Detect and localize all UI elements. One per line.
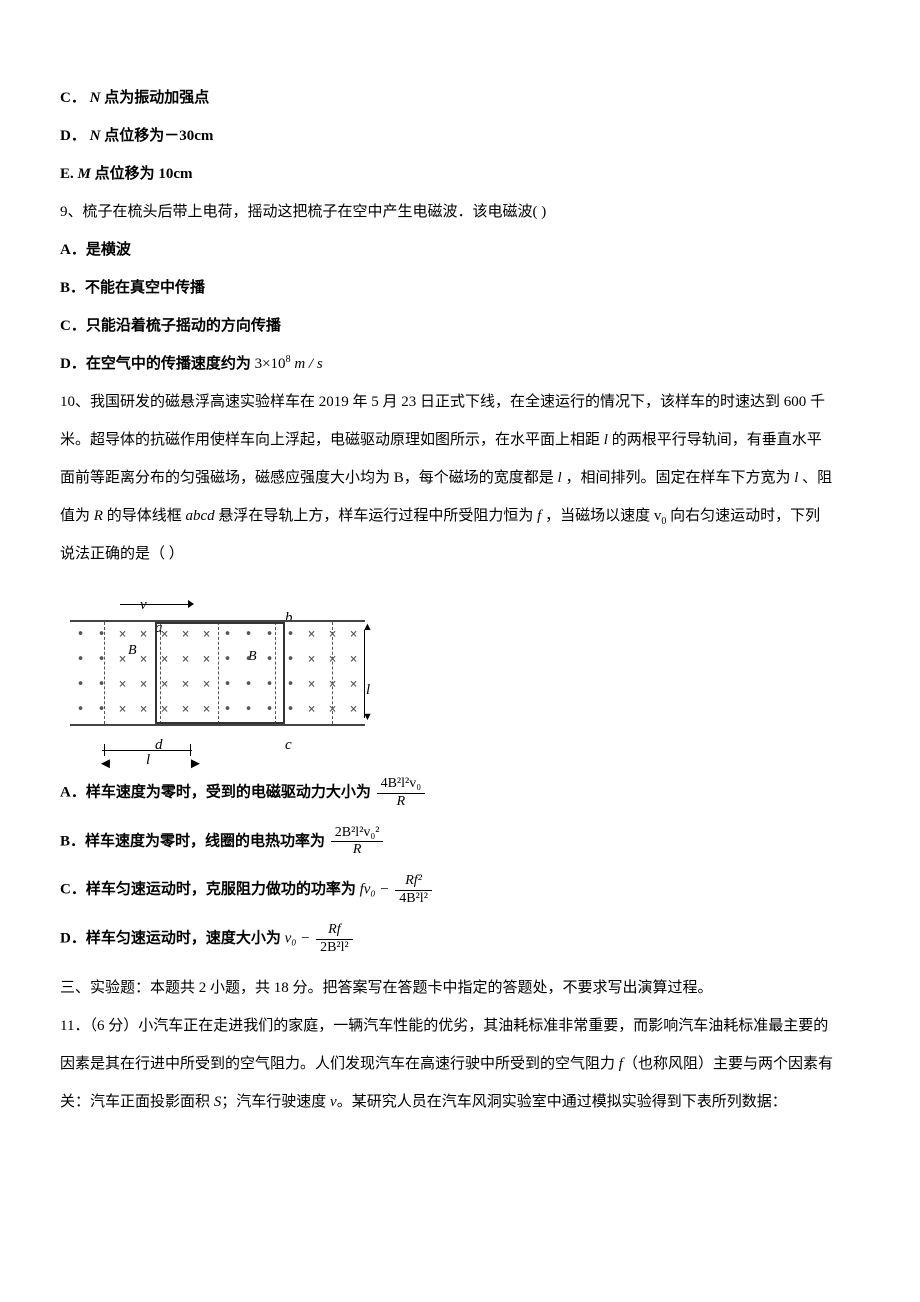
stem-text: 说法正确的是（ ） (60, 546, 184, 562)
q9-stem: 9、梳子在梳头后带上电荷，摇动这把梳子在空中产生电磁波．该电磁波( ) (60, 194, 860, 230)
opt-label: C． (60, 90, 86, 106)
fraction: Rf 2B²l² (316, 922, 353, 957)
denominator: R (331, 842, 384, 859)
velocity-label: v (140, 587, 147, 623)
dashed-line (332, 622, 333, 724)
stem-text: 悬浮在导轨上方，样车运行过程中所受阻力恒为 (215, 508, 538, 524)
q10-stem-4: 值为 R 的导体线框 abcd 悬浮在导轨上方，样车运行过程中所受阻力恒为 f … (60, 498, 860, 534)
section-3-title: 三、实验题：本题共 2 小题，共 18 分。把答案写在答题卡中指定的答题处，不要… (60, 970, 860, 1006)
opt-var: M (78, 166, 91, 182)
stem-text: 11．（6 分）小汽车正在走进我们的家庭，一辆汽车性能的优劣，其油耗标准非常重要… (60, 1018, 828, 1034)
stem-text: 面前等距离分布的匀强磁场，磁感应强度大小均为 B，每个磁场的宽度都是 (60, 470, 558, 486)
q8-opt-c: C． N 点为振动加强点 (60, 80, 860, 116)
opt-label: D． (60, 128, 86, 144)
opt-pre: A．样车速度为零时，受到的电磁驱动力大小为 (60, 785, 371, 801)
fraction: Rf² 4B²l² (395, 873, 432, 908)
opt-unit: m / s (291, 356, 323, 372)
stem-text: （也称风阻）主要与两个因素有 (623, 1056, 833, 1072)
opt-text: B．不能在真空中传播 (60, 280, 205, 296)
q10-stem-2: 米。超导体的抗磁作用使样车向上浮起，电磁驱动原理如图所示，在水平面上相距 l 的… (60, 422, 860, 458)
numerator: 4B²l²v₀ (377, 776, 426, 794)
opt-text: A．是横波 (60, 242, 131, 258)
q10-opt-a: A．样车速度为零时，受到的电磁驱动力大小为 4B²l²v₀ R (60, 776, 860, 811)
dot-icon: • (70, 694, 91, 725)
l-label-bottom: l (146, 742, 150, 778)
denominator: 2B²l² (316, 940, 353, 957)
loop-frame (155, 622, 285, 724)
stem-text: ；汽车行驶速度 (221, 1094, 330, 1110)
q10-stem-3: 面前等距离分布的匀强磁场，磁感应强度大小均为 B，每个磁场的宽度都是 l ，相间… (60, 460, 860, 496)
stem-text: 的两根平行导轨间，有垂直水平 (608, 432, 822, 448)
velocity-arrow-head (188, 600, 194, 608)
numerator: Rf (316, 922, 353, 940)
stem-text: 值为 (60, 508, 94, 524)
stem-text: 的导体线框 (103, 508, 186, 524)
stem-text: 9、梳子在梳头后带上电荷，摇动这把梳子在空中产生电磁波．该电磁波( ) (60, 204, 546, 220)
dashed-line (104, 622, 105, 724)
opt-text: C．只能沿着梳子摇动的方向传播 (60, 318, 281, 334)
opt-pre: D．样车匀速运动时，速度大小为 (60, 931, 281, 947)
q9-opt-c: C．只能沿着梳子摇动的方向传播 (60, 308, 860, 344)
opt-label: E. (60, 166, 74, 182)
corner-c: c (285, 727, 292, 763)
l-label-right: l (366, 672, 370, 708)
cross-icon: × (301, 694, 322, 725)
q11-line-1: 11．（6 分）小汽车正在走进我们的家庭，一辆汽车性能的优劣，其油耗标准非常重要… (60, 1008, 860, 1044)
term: fv₀ − (360, 882, 394, 898)
stem-text: ，当磁场以速度 v (541, 508, 661, 524)
stem-text: 关：汽车正面投影面积 (60, 1094, 214, 1110)
opt-var: N (90, 128, 101, 144)
opt-text: 点位移为－30cm (104, 128, 213, 144)
q11-line-3: 关：汽车正面投影面积 S；汽车行驶速度 v。某研究人员在汽车风洞实验室中通过模拟… (60, 1084, 860, 1120)
q11-line-2: 因素是其在行进中所受到的空气阻力。人们发现汽车在高速行驶中所受到的空气阻力 f（… (60, 1046, 860, 1082)
q10-stem-5: 说法正确的是（ ） (60, 536, 860, 572)
var-R: R (94, 508, 103, 524)
opt-pre: B．样车速度为零时，线圈的电热功率为 (60, 833, 325, 849)
q9-opt-d: D．在空气中的传播速度约为 3×108 m / s (60, 346, 860, 382)
q9-opt-b: B．不能在真空中传播 (60, 270, 860, 306)
var-abcd: abcd (185, 508, 214, 524)
term: v₀ − (285, 931, 315, 947)
opt-var: N (90, 90, 101, 106)
opt-text: 点位移为 10cm (95, 166, 193, 182)
cross-icon: × (133, 694, 154, 725)
stem-text: 、阻 (798, 470, 832, 486)
q9-opt-a: A．是横波 (60, 232, 860, 268)
fraction: 2B²l²v₀² R (331, 825, 384, 860)
denominator: R (377, 794, 426, 811)
opt-pre: D．在空气中的传播速度约为 (60, 356, 251, 372)
opt-pre: C．样车匀速运动时，克服阻力做功的功率为 (60, 882, 356, 898)
q10-figure: v a b c d B B ••×××××••••×××••×××××••••×… (60, 582, 380, 762)
stem-text: 。某研究人员在汽车风洞实验室中通过模拟实验得到下表所列数据： (337, 1094, 787, 1110)
stem-text: 米。超导体的抗磁作用使样车向上浮起，电磁驱动原理如图所示，在水平面上相距 (60, 432, 604, 448)
opt-val: 3×10 (255, 356, 286, 372)
l-arrow-down: ▼ (362, 712, 373, 723)
opt-text: 点为振动加强点 (104, 90, 209, 106)
q10-opt-b: B．样车速度为零时，线圈的电热功率为 2B²l²v₀² R (60, 825, 860, 860)
section-text: 三、实验题：本题共 2 小题，共 18 分。把答案写在答题卡中指定的答题处，不要… (60, 980, 713, 996)
denominator: 4B²l² (395, 891, 432, 908)
stem-text: 10、我国研发的磁悬浮高速实验样车在 2019 年 5 月 23 日正式下线，在… (60, 394, 825, 410)
l-arrow-right: ► (188, 746, 203, 782)
var-v: v (330, 1094, 337, 1110)
fraction: 4B²l²v₀ R (377, 776, 426, 811)
q10-opt-d: D．样车匀速运动时，速度大小为 v₀ − Rf 2B²l² (60, 922, 860, 957)
l-line-right (364, 630, 365, 718)
stem-text: 向右匀速运动时，下列 (666, 508, 820, 524)
numerator: 2B²l²v₀² (331, 825, 384, 843)
q8-opt-e: E. M 点位移为 10cm (60, 156, 860, 192)
dot-icon: • (91, 694, 112, 725)
corner-d: d (155, 727, 163, 763)
l-arrow-left: ◄ (98, 746, 113, 782)
q8-opt-d: D． N 点位移为－30cm (60, 118, 860, 154)
cross-icon: × (343, 694, 364, 725)
numerator: Rf² (395, 873, 432, 891)
stem-text: 因素是其在行进中所受到的空气阻力。人们发现汽车在高速行驶中所受到的空气阻力 (60, 1056, 619, 1072)
stem-text: ，相间排列。固定在样车下方宽为 (562, 470, 795, 486)
cross-icon: × (112, 694, 133, 725)
q10-opt-c: C．样车匀速运动时，克服阻力做功的功率为 fv₀ − Rf² 4B²l² (60, 873, 860, 908)
q10-stem-1: 10、我国研发的磁悬浮高速实验样车在 2019 年 5 月 23 日正式下线，在… (60, 384, 860, 420)
velocity-arrow-line (120, 604, 190, 605)
